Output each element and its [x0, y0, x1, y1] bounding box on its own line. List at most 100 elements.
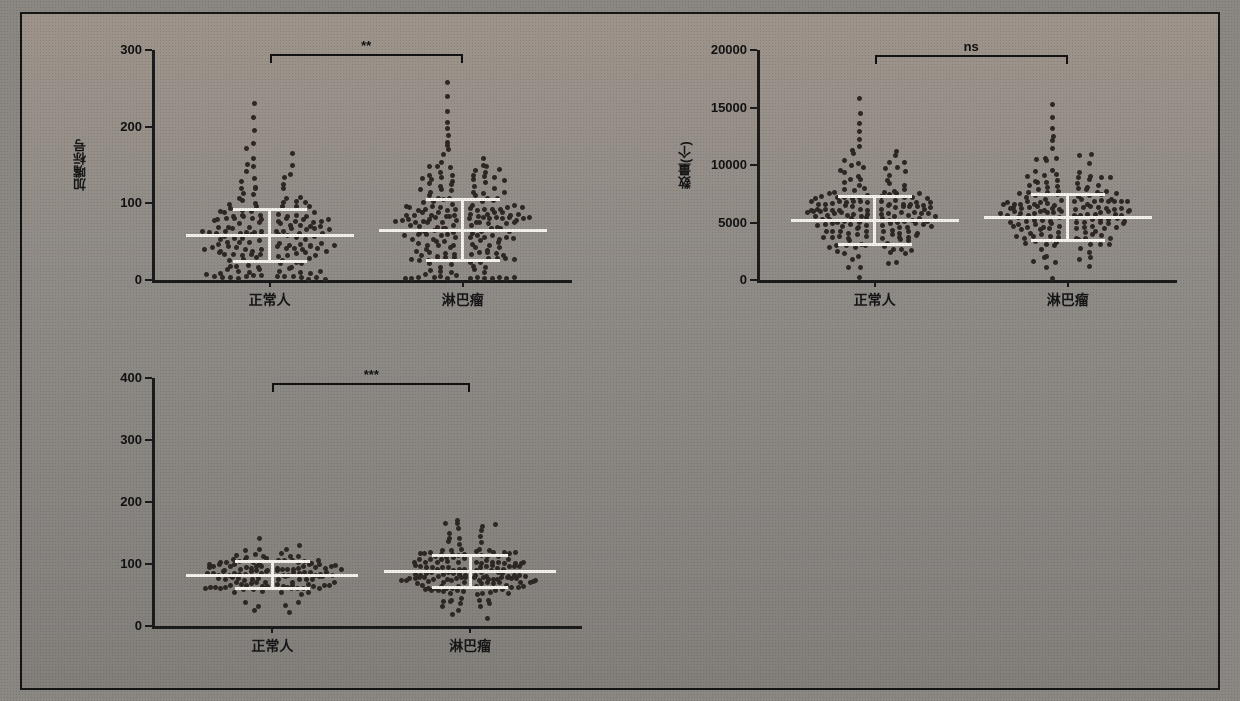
- data-point: [244, 274, 249, 279]
- data-point: [485, 616, 490, 621]
- data-point: [447, 214, 452, 219]
- data-point: [298, 270, 303, 275]
- data-point: [865, 200, 870, 205]
- data-point: [1104, 189, 1109, 194]
- data-point: [296, 600, 301, 605]
- mean-line: [186, 234, 354, 237]
- data-point: [440, 220, 445, 225]
- data-point: [856, 161, 861, 166]
- data-point: [1057, 224, 1062, 229]
- data-point: [1044, 180, 1049, 185]
- y-tick-label: 15000: [697, 100, 747, 115]
- data-point: [837, 208, 842, 213]
- data-point: [506, 557, 511, 562]
- data-point: [1078, 246, 1083, 251]
- data-point: [430, 204, 435, 209]
- data-point: [410, 237, 415, 242]
- data-point: [426, 579, 431, 584]
- data-point: [314, 275, 319, 280]
- data-point: [1093, 229, 1098, 234]
- data-point: [1035, 204, 1040, 209]
- data-point: [457, 542, 462, 547]
- data-point: [423, 587, 428, 592]
- data-point: [216, 242, 221, 247]
- data-point: [417, 258, 422, 263]
- data-point: [420, 210, 425, 215]
- data-point: [1096, 183, 1101, 188]
- data-point: [308, 271, 313, 276]
- mean-line: [791, 219, 959, 222]
- data-point: [244, 565, 249, 570]
- data-point: [482, 207, 487, 212]
- data-point: [1088, 255, 1093, 260]
- data-point: [842, 180, 847, 185]
- data-point: [487, 216, 492, 221]
- data-point: [1027, 183, 1032, 188]
- data-point: [1052, 243, 1057, 248]
- data-point: [887, 202, 892, 207]
- data-point: [241, 191, 246, 196]
- data-point: [890, 232, 895, 237]
- data-point: [438, 269, 443, 274]
- data-point: [404, 578, 409, 583]
- data-point: [435, 164, 440, 169]
- data-point: [492, 175, 497, 180]
- data-point: [251, 141, 256, 146]
- data-point: [449, 188, 454, 193]
- data-point: [843, 203, 848, 208]
- data-point: [456, 560, 461, 565]
- data-point: [1019, 206, 1024, 211]
- data-point: [1088, 204, 1093, 209]
- data-point: [493, 522, 498, 527]
- data-point: [494, 251, 499, 256]
- data-point: [427, 250, 432, 255]
- data-point: [393, 219, 398, 224]
- data-point: [912, 210, 917, 215]
- data-point: [1035, 180, 1040, 185]
- data-point: [893, 153, 898, 158]
- data-point: [902, 183, 907, 188]
- data-point: [849, 163, 854, 168]
- data-point: [275, 582, 280, 587]
- y-tick-mark: [750, 279, 757, 281]
- data-point: [835, 249, 840, 254]
- data-point: [216, 225, 221, 230]
- data-point: [449, 270, 454, 275]
- data-point: [438, 184, 443, 189]
- data-point: [297, 577, 302, 582]
- data-point: [512, 257, 517, 262]
- data-point: [1042, 208, 1047, 213]
- data-point: [471, 177, 476, 182]
- data-point: [213, 585, 218, 590]
- data-point: [439, 160, 444, 165]
- data-point: [1031, 259, 1036, 264]
- data-point: [1050, 126, 1055, 131]
- data-point: [491, 581, 496, 586]
- data-point: [424, 232, 429, 237]
- y-axis: [757, 50, 760, 280]
- data-point: [1055, 178, 1060, 183]
- data-point: [850, 204, 855, 209]
- data-point: [832, 190, 837, 195]
- data-point: [445, 126, 450, 131]
- data-point: [1102, 226, 1107, 231]
- data-point: [439, 233, 444, 238]
- data-point: [478, 604, 483, 609]
- data-point: [247, 225, 252, 230]
- data-point: [228, 264, 233, 269]
- significance-bracket: [270, 54, 463, 56]
- data-point: [496, 560, 501, 565]
- y-tick-label: 20000: [697, 42, 747, 57]
- data-point: [1121, 221, 1126, 226]
- data-point: [440, 604, 445, 609]
- data-point: [418, 187, 423, 192]
- data-point: [823, 222, 828, 227]
- data-point: [1047, 226, 1052, 231]
- data-point: [1050, 102, 1055, 107]
- data-point: [276, 212, 281, 217]
- data-point: [879, 207, 884, 212]
- data-point: [322, 583, 327, 588]
- data-point: [234, 580, 239, 585]
- data-point: [427, 181, 432, 186]
- y-tick-mark: [145, 279, 152, 281]
